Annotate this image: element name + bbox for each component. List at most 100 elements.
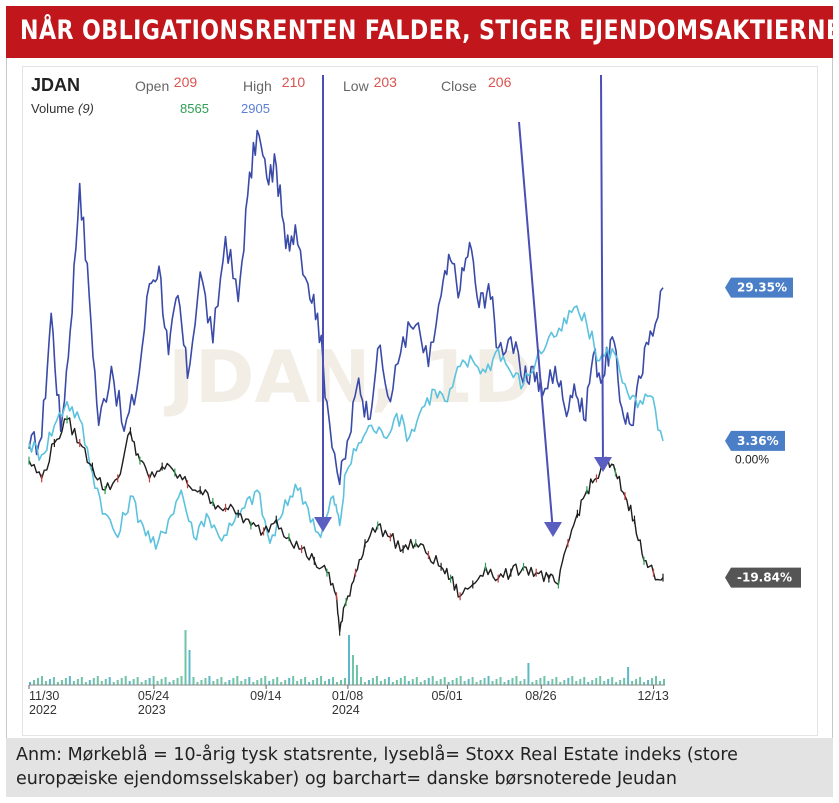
volume-bar [467,679,470,685]
volume-bar [583,677,586,685]
volume-bar [124,676,127,685]
volume-bar [379,681,382,685]
x-tick-year: 2022 [29,703,57,717]
volume-bar [104,679,107,685]
volume-bar [188,650,191,685]
volume-bar [431,676,434,685]
volume-bar [539,678,542,685]
volume-bar [475,682,478,685]
volume-bar [619,680,622,685]
volume-bar [328,679,331,685]
volume-bar [639,677,642,685]
volume-bar [232,678,235,685]
volume-bar [52,677,55,685]
x-tick-label: 12/13 [637,689,668,703]
volume-bar [663,679,665,685]
headline: NÅR OBLIGATIONSRENTEN FALDER, STIGER EJE… [20,15,839,46]
chart-svg: JDAN, 1D JDAN Open 209 High 210 Low 203 Close 206… [28,74,801,717]
annotation-arrowhead [314,517,332,532]
x-tick-label: 09/14 [250,689,281,703]
end-tag-jeudan: -19.84% [725,567,801,588]
volume-bar [92,678,95,685]
volume-label: Volume (9) [31,101,94,116]
volume-bar [595,678,598,685]
volume-bar [208,676,211,685]
volume-bar [88,680,91,685]
volume-bar [439,679,442,685]
volume-bar [184,630,187,685]
volume-bar [455,678,458,685]
ohlc-high-value: 210 [282,74,306,90]
volume-bar [519,681,522,685]
annotation-arrowhead [594,457,612,472]
end-tag-box [725,567,801,588]
volume-bar [399,678,402,685]
volume-bar [304,677,307,685]
chart-panel: JDAN, 1D JDAN Open 209 High 210 Low 203 Close 206… [22,66,818,736]
ohlc-low-value: 203 [374,74,398,90]
x-tick-label: 08/26 [525,689,556,703]
volume-bar [244,679,247,685]
volume-bar [80,677,83,685]
volume-bar [631,681,634,685]
volume-bar [248,677,251,685]
volume-bar [427,678,430,685]
volume-bar [371,678,374,685]
volume-bar [96,676,99,685]
volume-bar [355,665,358,685]
volume-bar [64,678,67,685]
volume-bar [459,676,462,685]
ohlc-close-value: 206 [488,74,512,90]
volume-bar [176,678,179,685]
end-tag-label: 3.36% [737,434,779,448]
ohlc-high-label: High [243,78,272,94]
volume-bar [300,679,303,685]
volume-bar [144,680,147,685]
volume-bar [140,682,143,685]
volume-bar [84,682,87,685]
end-tag-box [725,277,793,298]
volume-bar [423,680,426,685]
volume-bar [324,681,327,685]
volume-bar [383,679,386,685]
volume-bar [563,680,566,685]
volume-bar [268,681,271,685]
x-tick-year: 2024 [332,703,360,717]
volume-bar [312,680,315,685]
volume-bar [264,676,267,685]
volume-bar [535,680,538,685]
volume-bar [72,681,75,685]
volume-bar [68,676,71,685]
end-tag-bund: 29.35% [725,277,793,298]
volume-bar [204,678,207,685]
volume-bar [36,678,39,685]
volume-bar [252,682,255,685]
volume-bar [40,676,43,685]
volume-bar [308,682,311,685]
volume-bar [108,677,111,685]
volume-bar [495,679,498,685]
watermark: JDAN, 1D [163,335,533,419]
volume-bar [587,682,590,685]
volume-bar [471,677,474,685]
volume-bar [116,680,119,685]
ohlc-close-label: Close [441,78,477,94]
ohlc-low-label: Low [343,78,370,94]
volume-bar [200,680,203,685]
volume-bar [443,677,446,685]
note-text: Anm: Mørkeblå = 10-årig tysk statsrente,… [16,745,738,789]
volume-bar [136,677,139,685]
volume-bar [515,676,518,685]
ohlc-open-label: Open [135,78,169,94]
headline-bar: NÅR OBLIGATIONSRENTEN FALDER, STIGER EJE… [6,6,839,58]
volume-bar [152,676,155,685]
volume-bar [419,682,422,685]
volume-bar [332,677,335,685]
volume-period: (9) [78,101,94,116]
volume-bar [571,676,574,685]
volume-bar [359,677,362,685]
volume-bar [555,677,558,685]
volume-bar [463,681,466,685]
volume-bar [212,681,215,685]
volume-bar [240,681,243,685]
